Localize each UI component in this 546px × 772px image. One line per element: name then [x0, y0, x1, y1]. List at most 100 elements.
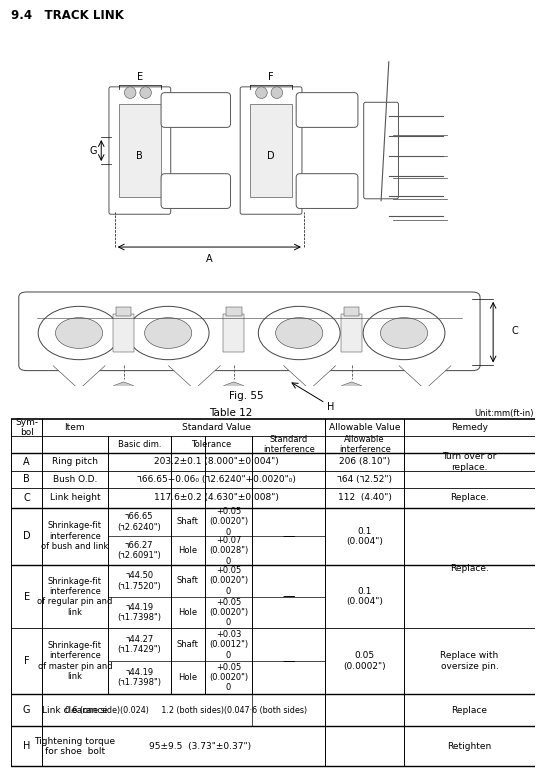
Polygon shape — [399, 365, 451, 389]
Text: C: C — [23, 493, 30, 503]
Bar — [223, 314, 244, 352]
Text: +0.07
(0.0028")
0: +0.07 (0.0028") 0 — [209, 536, 248, 566]
Text: H: H — [23, 741, 31, 751]
Text: Unit:mm(ft-in): Unit:mm(ft-in) — [474, 409, 534, 418]
Text: Sym-
bol: Sym- bol — [15, 418, 38, 437]
Text: 112  (4.40"): 112 (4.40") — [338, 493, 391, 503]
Text: Hole: Hole — [178, 673, 197, 682]
Text: F: F — [24, 656, 29, 666]
Polygon shape — [283, 365, 336, 389]
Circle shape — [165, 182, 187, 204]
Circle shape — [145, 317, 192, 348]
FancyBboxPatch shape — [19, 292, 480, 371]
Circle shape — [258, 306, 340, 360]
Text: —: — — [282, 655, 295, 668]
Circle shape — [297, 182, 318, 204]
Text: ٦64 (٦2.52"): ٦64 (٦2.52") — [337, 475, 392, 484]
Text: Fig. 55: Fig. 55 — [229, 391, 264, 401]
Circle shape — [256, 86, 267, 98]
Text: 117.6±0.2 (4.630"±0.008"): 117.6±0.2 (4.630"±0.008") — [154, 493, 279, 503]
Text: E: E — [136, 73, 143, 82]
Text: —: — — [282, 530, 295, 543]
Text: A: A — [23, 457, 30, 467]
Text: F: F — [268, 73, 274, 82]
Circle shape — [165, 97, 187, 119]
Bar — [118, 104, 161, 197]
Polygon shape — [53, 365, 105, 389]
Text: —: — — [282, 591, 295, 603]
Text: Allowable
interference: Allowable interference — [339, 435, 391, 455]
FancyBboxPatch shape — [296, 93, 358, 127]
Text: Item: Item — [64, 423, 85, 432]
Text: ٦66.65+0.06₀ (٦2.6240"+0.0020"₀): ٦66.65+0.06₀ (٦2.6240"+0.0020"₀) — [137, 475, 296, 484]
Text: Hole: Hole — [178, 546, 197, 555]
Text: +0.03
(0.0012")
0: +0.03 (0.0012") 0 — [209, 630, 248, 660]
Text: Standard
interference: Standard interference — [263, 435, 314, 455]
Text: +0.05
(0.0020")
0: +0.05 (0.0020") 0 — [209, 566, 248, 596]
FancyBboxPatch shape — [240, 86, 302, 214]
Bar — [116, 307, 132, 316]
Text: Hole: Hole — [178, 608, 197, 617]
Circle shape — [331, 97, 353, 119]
Text: 0.1
(0.004"): 0.1 (0.004") — [346, 527, 383, 546]
Text: Shaft: Shaft — [176, 577, 199, 585]
Text: Shaft: Shaft — [176, 640, 199, 649]
Text: Shrinkage-fit
interference
of bush and link: Shrinkage-fit interference of bush and l… — [41, 521, 109, 551]
Circle shape — [56, 317, 103, 348]
FancyBboxPatch shape — [296, 174, 358, 208]
Text: Allowable Value: Allowable Value — [329, 423, 400, 432]
Circle shape — [276, 317, 323, 348]
Text: Tightening torque
for shoe  bolt: Tightening torque for shoe bolt — [34, 736, 115, 756]
Circle shape — [271, 86, 283, 98]
Circle shape — [331, 182, 353, 204]
Text: Retighten: Retighten — [447, 742, 492, 751]
Text: D: D — [23, 531, 31, 541]
Text: Shrinkage-fit
interference
of master pin and
link: Shrinkage-fit interference of master pin… — [38, 641, 112, 681]
Text: +0.05
(0.0020")
0: +0.05 (0.0020") 0 — [209, 507, 248, 537]
Text: 206 (8.10"): 206 (8.10") — [339, 457, 390, 466]
Text: Shaft: Shaft — [176, 517, 199, 527]
Text: 0.6 (one side)(0.024)     1.2 (both sides)(0.047·6 (both sides): 0.6 (one side)(0.024) 1.2 (both sides)(0… — [66, 706, 307, 715]
Circle shape — [381, 317, 428, 348]
Text: B: B — [23, 474, 30, 484]
Text: Ring pitch: Ring pitch — [52, 457, 98, 466]
FancyBboxPatch shape — [364, 102, 399, 198]
Text: H: H — [327, 401, 334, 411]
Text: Link height: Link height — [50, 493, 100, 503]
Text: ٦66.27
(٦2.6091"): ٦66.27 (٦2.6091") — [117, 541, 161, 560]
Text: Replace with
oversize pin.: Replace with oversize pin. — [441, 652, 498, 671]
Text: Table 12: Table 12 — [209, 408, 253, 418]
Text: ٦66.65
(٦2.6240"): ٦66.65 (٦2.6240") — [117, 513, 161, 532]
Circle shape — [38, 306, 120, 360]
Text: +0.05
(0.0020")
0: +0.05 (0.0020") 0 — [209, 662, 248, 692]
FancyBboxPatch shape — [109, 86, 171, 214]
Bar — [344, 307, 359, 316]
Text: 203.2±0.1 (8.000"±0.004"): 203.2±0.1 (8.000"±0.004") — [155, 457, 279, 466]
Text: G: G — [90, 146, 97, 155]
Text: Shrinkage-fit
interference
of regular pin and
link: Shrinkage-fit interference of regular pi… — [37, 577, 112, 617]
Circle shape — [363, 306, 445, 360]
Polygon shape — [168, 365, 221, 389]
Text: Replace.: Replace. — [450, 493, 489, 503]
FancyBboxPatch shape — [161, 174, 230, 208]
Text: Turn over or
replace.: Turn over or replace. — [442, 452, 497, 472]
Text: D: D — [267, 151, 275, 161]
Circle shape — [297, 97, 318, 119]
Bar — [113, 314, 134, 352]
Text: Remedy: Remedy — [451, 423, 488, 432]
Text: 0.1
(0.004"): 0.1 (0.004") — [346, 587, 383, 606]
FancyBboxPatch shape — [161, 93, 230, 127]
Text: +0.05
(0.0020")
0: +0.05 (0.0020") 0 — [209, 598, 248, 628]
Circle shape — [140, 86, 151, 98]
Text: Link clearance: Link clearance — [42, 706, 108, 715]
Text: ٦44.27
(٦1.7429"): ٦44.27 (٦1.7429") — [117, 635, 161, 655]
Text: 9.4   TRACK LINK: 9.4 TRACK LINK — [11, 9, 124, 22]
Text: G: G — [23, 705, 31, 715]
Text: ٦44.19
(٦1.7398"): ٦44.19 (٦1.7398") — [117, 603, 161, 622]
Text: ٦44.19
(٦1.7398"): ٦44.19 (٦1.7398") — [117, 668, 161, 687]
Text: E: E — [23, 591, 29, 601]
Bar — [341, 314, 362, 352]
Text: B: B — [136, 151, 143, 161]
Text: 95±9.5  (3.73"±0.37"): 95±9.5 (3.73"±0.37") — [149, 742, 251, 751]
Text: Tolerance: Tolerance — [191, 440, 232, 449]
